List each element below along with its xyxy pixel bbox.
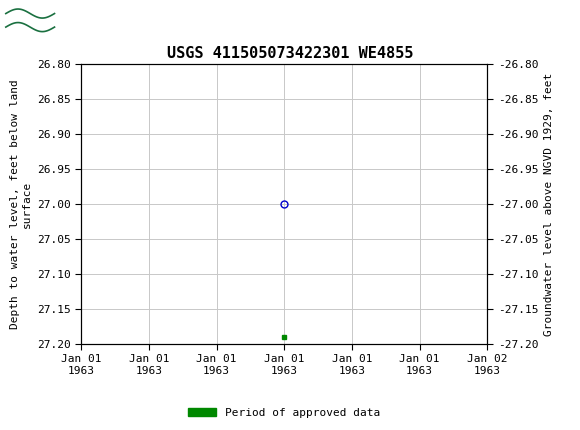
Text: USGS: USGS [61, 14, 104, 31]
Legend: Period of approved data: Period of approved data [184, 403, 385, 422]
FancyBboxPatch shape [5, 3, 57, 42]
Text: USGS 411505073422301 WE4855: USGS 411505073422301 WE4855 [167, 46, 413, 61]
Y-axis label: Groundwater level above NGVD 1929, feet: Groundwater level above NGVD 1929, feet [543, 73, 554, 336]
Y-axis label: Depth to water level, feet below land
surface: Depth to water level, feet below land su… [10, 80, 31, 329]
